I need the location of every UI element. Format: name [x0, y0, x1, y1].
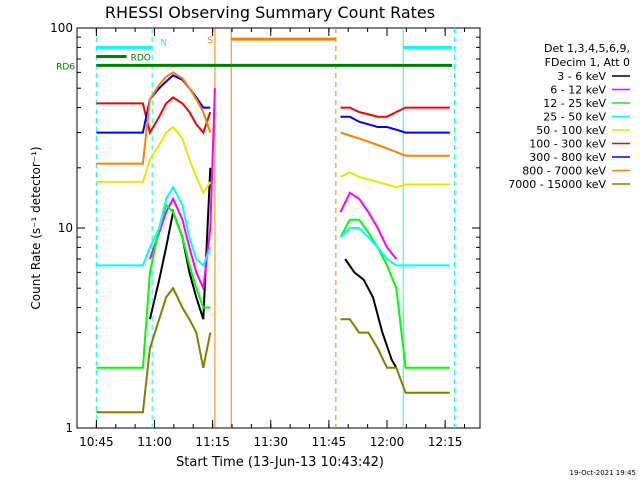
series-line-1: [344, 258, 398, 369]
x-axis-label: Start Time (13-Jun-13 10:43:42): [176, 455, 384, 470]
legend-entry-label: 25 - 50 keV: [543, 111, 606, 124]
y-tick-label: 10: [58, 221, 73, 235]
legend-entry-label: 50 - 100 keV: [536, 124, 606, 137]
x-tick-label: 11:45: [312, 435, 347, 449]
legend: Det 1,3,4,5,6,9, FDecim 1, Att 0 3 - 6 k…: [508, 42, 630, 191]
x-tick-label: 12:15: [428, 435, 463, 449]
series-line-3: [339, 218, 450, 369]
y-tick-label: 1: [65, 421, 73, 435]
series-line-5: [96, 125, 212, 195]
timestamp: 19-Oct-2021 19:45: [570, 469, 636, 477]
legend-header-2: FDecim 1, Att 0: [545, 56, 630, 69]
legend-header-1: Det 1,3,4,5,6,9,: [544, 42, 630, 55]
series-line-7: [96, 74, 211, 134]
series-line-9: [340, 318, 450, 394]
legend-entry-label: 800 - 7000 keV: [522, 165, 606, 178]
y-axis-label: Count Rate (s⁻¹ detector⁻¹): [29, 146, 43, 309]
series-line-2: [339, 191, 398, 260]
series-line-6: [340, 106, 450, 118]
x-tick-label: 11:15: [195, 435, 230, 449]
legend-entry-label: 6 - 12 keV: [550, 84, 606, 97]
series-line-5: [340, 171, 450, 189]
legend-entry-label: 300 - 800 keV: [529, 151, 606, 164]
x-tick-label: 10:45: [79, 435, 114, 449]
series-line-4: [339, 227, 450, 267]
series-line-8: [340, 131, 450, 157]
legend-entry-label: 7000 - 15000 keV: [508, 178, 606, 191]
flag-label-s: S: [207, 36, 213, 46]
legend-entry-label: 12 - 25 keV: [543, 97, 606, 110]
series-line-3: [96, 203, 211, 369]
legend-entry-label: 100 - 300 keV: [529, 138, 606, 151]
legend-entry-label: 3 - 6 keV: [557, 70, 606, 83]
series-line-8: [96, 71, 212, 165]
x-tick-label: 12:00: [370, 435, 405, 449]
x-tick-label: 11:00: [137, 435, 172, 449]
series-line-9: [96, 286, 212, 414]
y-tick-label: 100: [50, 21, 73, 35]
flag-label-rdo: RDO: [131, 54, 151, 64]
flag-label-rd6: RD6: [56, 62, 75, 72]
chart-title: RHESSI Observing Summary Count Rates: [105, 3, 435, 22]
series-line-7: [340, 115, 450, 134]
flag-label-n: N: [160, 38, 167, 48]
series-line-4: [96, 185, 212, 268]
x-tick-label: 11:30: [253, 435, 288, 449]
series-line-6: [96, 96, 212, 136]
